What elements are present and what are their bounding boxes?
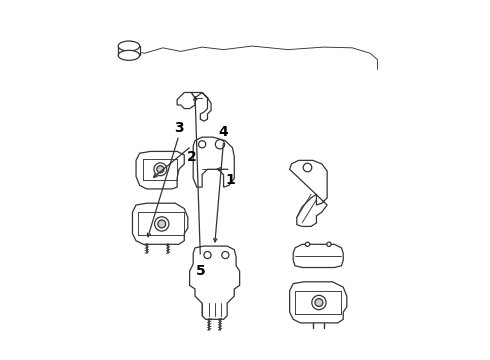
Polygon shape <box>293 244 343 267</box>
Circle shape <box>215 140 224 149</box>
Text: 3: 3 <box>174 121 184 135</box>
Ellipse shape <box>118 50 140 60</box>
Text: 2: 2 <box>187 150 196 164</box>
Polygon shape <box>193 137 234 187</box>
Polygon shape <box>190 246 240 319</box>
Circle shape <box>327 242 331 247</box>
Polygon shape <box>290 282 347 323</box>
Polygon shape <box>192 93 211 121</box>
Circle shape <box>315 298 323 306</box>
Circle shape <box>158 220 166 228</box>
Polygon shape <box>177 93 195 109</box>
Circle shape <box>312 296 326 310</box>
Circle shape <box>154 163 167 176</box>
Circle shape <box>204 251 211 258</box>
Circle shape <box>157 166 164 173</box>
Polygon shape <box>136 152 184 189</box>
Ellipse shape <box>118 41 140 51</box>
Text: 5: 5 <box>196 264 205 278</box>
Circle shape <box>198 141 206 148</box>
Polygon shape <box>132 203 188 244</box>
Polygon shape <box>290 160 327 226</box>
Circle shape <box>155 217 169 231</box>
FancyBboxPatch shape <box>118 46 140 55</box>
Text: 1: 1 <box>226 173 236 187</box>
Text: 4: 4 <box>219 125 228 139</box>
Circle shape <box>222 251 229 258</box>
Circle shape <box>303 163 312 172</box>
Circle shape <box>305 242 310 247</box>
